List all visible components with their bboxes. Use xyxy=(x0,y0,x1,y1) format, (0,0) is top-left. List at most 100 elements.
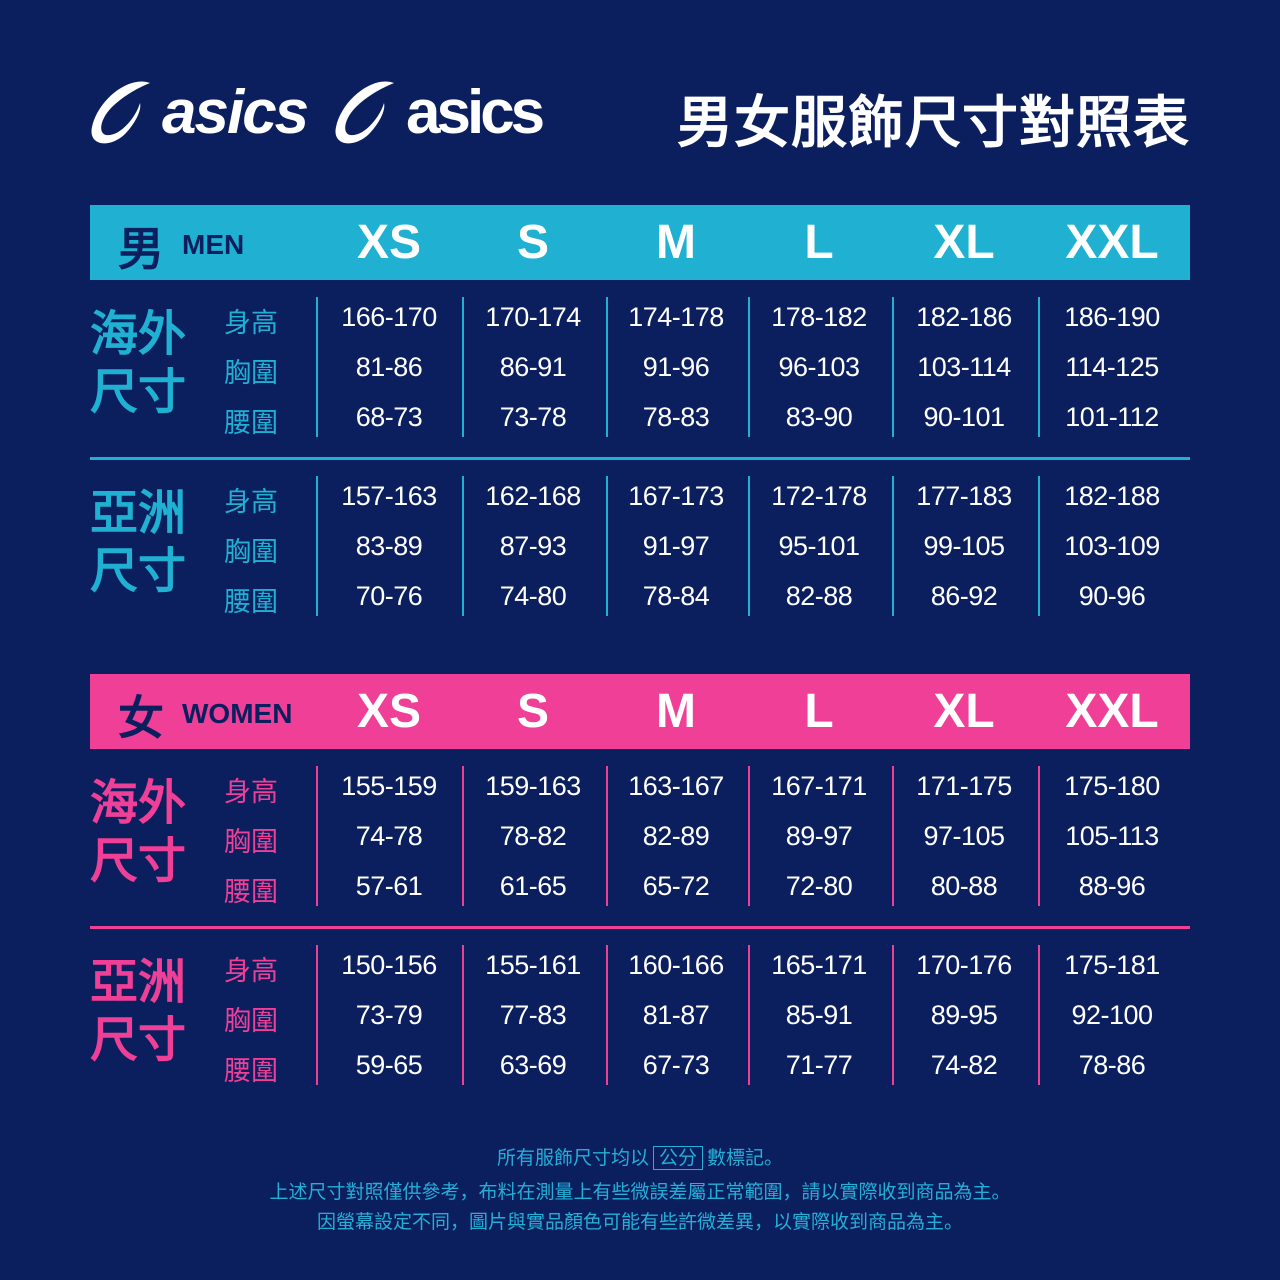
column-divider xyxy=(316,766,318,906)
asics-logo-1: asics xyxy=(90,72,309,152)
table-cell: 86-91 xyxy=(499,352,567,382)
table-cell: 175-181 xyxy=(1064,950,1160,980)
table-cell: 85-91 xyxy=(785,1000,853,1030)
table-cell: 73-78 xyxy=(499,402,567,432)
table-cell: 59-65 xyxy=(355,1050,423,1080)
table-cell: 92-100 xyxy=(1071,1000,1153,1030)
column-divider xyxy=(1038,297,1040,437)
section-label-en: WOMEN xyxy=(182,698,293,729)
table-cell: 160-166 xyxy=(628,950,724,980)
table-cell: 182-186 xyxy=(916,302,1012,332)
table-cell: 91-97 xyxy=(642,531,710,561)
group-divider xyxy=(90,926,1190,929)
group-label: 尺寸 xyxy=(90,1012,187,1068)
table-cell: 155-159 xyxy=(341,771,437,801)
table-cell: 162-168 xyxy=(485,481,581,511)
table-cell: 95-101 xyxy=(778,531,860,561)
column-divider xyxy=(462,476,464,616)
table-cell: 67-73 xyxy=(642,1050,710,1080)
group-label: 尺寸 xyxy=(90,543,187,599)
measurement-label: 身高 xyxy=(224,777,278,808)
table-cell: 172-178 xyxy=(771,481,867,511)
table-cell: 99-105 xyxy=(923,531,1005,561)
measurement-label: 腰圍 xyxy=(224,1056,278,1087)
column-divider xyxy=(892,476,894,616)
size-header-xs: XS xyxy=(356,685,422,738)
column-divider xyxy=(462,945,464,1085)
measurement-label: 胸圍 xyxy=(224,1006,278,1037)
table-cell: 87-93 xyxy=(499,531,567,561)
measurement-label: 腰圍 xyxy=(224,877,278,908)
table-cell: 155-161 xyxy=(485,950,581,980)
column-divider xyxy=(892,766,894,906)
column-divider xyxy=(1038,945,1040,1085)
table-cell: 81-86 xyxy=(355,352,423,382)
group-label: 海外 xyxy=(90,306,187,362)
table-cell: 82-88 xyxy=(785,581,853,611)
table-cell: 159-163 xyxy=(485,771,581,801)
size-header-xs: XS xyxy=(356,216,422,269)
table-cell: 74-80 xyxy=(499,581,567,611)
footer-text: 數標記。 xyxy=(707,1147,784,1169)
section-header-men: 男 MEN XS S M L XL XXL xyxy=(90,205,1190,280)
table-cell: 175-180 xyxy=(1064,771,1160,801)
measurement-label: 身高 xyxy=(224,308,278,339)
group-divider xyxy=(90,457,1190,460)
table-cell: 78-83 xyxy=(642,402,710,432)
table-cell: 97-105 xyxy=(923,821,1005,851)
size-header-s: S xyxy=(516,216,549,269)
group-label: 海外 xyxy=(90,775,187,831)
table-cell: 103-114 xyxy=(917,352,1011,382)
asics-stripe-icon xyxy=(335,81,394,144)
group-label: 亞洲 xyxy=(90,485,187,541)
footer-line-2: 上述尺寸對照僅供參考，布料在測量上有些微誤差屬正常範圍，請以實際收到商品為主。 xyxy=(269,1181,1011,1203)
table-cell: 86-92 xyxy=(930,581,998,611)
size-header-xl: XL xyxy=(933,216,995,269)
table-cell: 103-109 xyxy=(1064,531,1160,561)
column-divider xyxy=(892,945,894,1085)
column-divider xyxy=(892,297,894,437)
table-cell: 78-86 xyxy=(1078,1050,1146,1080)
section-label-zh: 女 xyxy=(118,691,164,745)
measurement-label: 胸圍 xyxy=(224,827,278,858)
column-divider xyxy=(606,297,608,437)
table-cell: 78-84 xyxy=(642,581,710,611)
page-title: 男女服飾尺寸對照表 xyxy=(677,91,1190,156)
measurement-label: 胸圍 xyxy=(224,537,278,568)
column-divider xyxy=(316,945,318,1085)
footer-text: 所有服飾尺寸均以 xyxy=(496,1147,649,1169)
group-label: 亞洲 xyxy=(90,954,187,1010)
measurement-label: 腰圍 xyxy=(224,408,278,439)
measurement-label: 身高 xyxy=(224,487,278,518)
group-label: 尺寸 xyxy=(90,833,187,889)
section-label-zh: 男 xyxy=(118,222,164,276)
section-label-en: MEN xyxy=(182,229,245,260)
table-cell: 70-76 xyxy=(355,581,423,611)
table-cell: 68-73 xyxy=(355,402,423,432)
table-cell: 82-89 xyxy=(642,821,710,851)
table-cell: 90-96 xyxy=(1078,581,1146,611)
table-cell: 80-88 xyxy=(930,871,998,901)
column-divider xyxy=(462,297,464,437)
column-divider xyxy=(606,766,608,906)
table-cell: 63-69 xyxy=(499,1050,567,1080)
size-header-l: L xyxy=(804,216,834,269)
size-header-xxl: XXL xyxy=(1065,685,1159,738)
size-header-s: S xyxy=(516,685,549,738)
table-cell: 96-103 xyxy=(778,352,860,382)
table-cell: 73-79 xyxy=(355,1000,423,1030)
table-cell: 83-90 xyxy=(785,402,853,432)
unit-badge: 公分 xyxy=(652,1146,703,1170)
table-cell: 91-96 xyxy=(642,352,710,382)
table-cell: 74-78 xyxy=(355,821,423,851)
asics-logo-2: asics xyxy=(334,72,545,152)
group-label: 尺寸 xyxy=(90,364,187,420)
table-cell: 89-97 xyxy=(785,821,853,851)
size-header-xl: XL xyxy=(933,685,995,738)
measurement-label: 胸圍 xyxy=(224,358,278,389)
table-cell: 157-163 xyxy=(341,481,437,511)
section-header-women: 女 WOMEN XS S M L XL XXL xyxy=(90,674,1190,749)
table-cell: 186-190 xyxy=(1064,302,1160,332)
footer-line-1: 所有服飾尺寸均以 公分 數標記。 xyxy=(0,1143,1280,1170)
table-cell: 81-87 xyxy=(642,1000,710,1030)
